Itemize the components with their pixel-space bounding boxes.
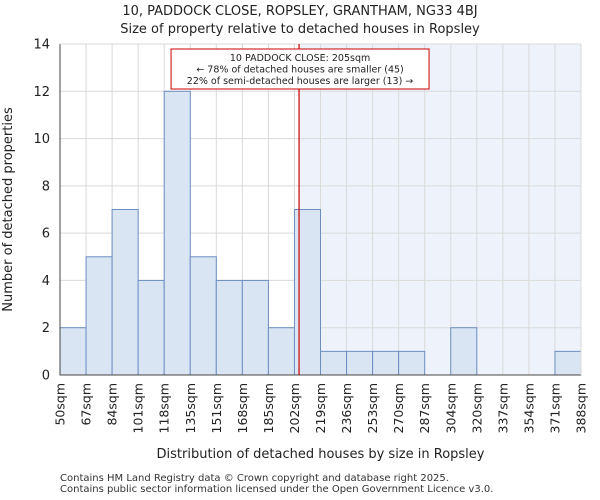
- bar: [59, 327, 87, 376]
- bar: [111, 209, 139, 376]
- bar: [189, 256, 217, 376]
- y-tick-labels: 0 2 4 6 8 10 12 14: [33, 38, 50, 384]
- annotation-line-3: 22% of semi-detached houses are larger (…: [187, 76, 414, 87]
- bar: [241, 279, 269, 376]
- x-tick-label: 168sqm: [235, 383, 250, 433]
- x-tick-label: 253sqm: [365, 383, 380, 433]
- bar: [137, 279, 165, 376]
- bar: [293, 209, 322, 376]
- x-tick-label: 101sqm: [131, 383, 146, 433]
- annotation-line-2: ← 78% of detached houses are smaller (45…: [196, 65, 403, 76]
- annotation-line-1: 10 PADDOCK CLOSE: 205sqm: [230, 53, 370, 64]
- x-axis-label: Distribution of detached houses by size …: [157, 447, 485, 462]
- y-tick-label: 0: [42, 369, 50, 384]
- bar: [450, 327, 478, 376]
- bar: [85, 256, 113, 376]
- x-tick-label: 118sqm: [157, 383, 172, 433]
- y-tick-label: 8: [42, 179, 50, 194]
- bar: [163, 90, 191, 376]
- x-tick-label: 337sqm: [495, 383, 510, 433]
- x-tick-label: 236sqm: [339, 383, 354, 433]
- bar: [554, 350, 582, 376]
- x-tick-label: 270sqm: [391, 383, 406, 433]
- bar: [346, 350, 374, 376]
- footer: Contains HM Land Registry data © Crown c…: [60, 473, 493, 495]
- x-tick-label: 371sqm: [547, 383, 562, 433]
- x-tick-label: 151sqm: [209, 383, 224, 433]
- x-tick-label: 388sqm: [574, 383, 589, 433]
- y-axis-label: Number of detached properties: [1, 107, 16, 312]
- y-tick-label: 4: [42, 274, 50, 289]
- y-tick-label: 12: [33, 85, 50, 100]
- x-tick-label: 84sqm: [105, 383, 120, 426]
- y-tick-label: 6: [42, 227, 50, 242]
- y-tick-label: 14: [33, 38, 50, 53]
- y-tick-label: 2: [42, 321, 50, 336]
- x-tick-label: 202sqm: [287, 383, 302, 433]
- bar: [215, 279, 243, 376]
- x-tick-labels: 50sqm 67sqm 84sqm 101sqm 118sqm 135sqm 151sqm 1…: [53, 383, 589, 433]
- x-tick-label: 135sqm: [183, 383, 198, 433]
- bars-group: [59, 90, 582, 376]
- x-tick-label: 304sqm: [443, 383, 458, 433]
- chart-title-block: 10, PADDOCK CLOSE, ROPSLEY, GRANTHAM, NG…: [0, 3, 600, 39]
- x-tick-label: 219sqm: [313, 383, 328, 433]
- x-tick-label: 287sqm: [417, 383, 432, 433]
- x-tick-label: 185sqm: [261, 383, 276, 433]
- x-tick-label: 354sqm: [521, 383, 536, 433]
- footer-line-2: Contains public sector information licen…: [60, 484, 494, 495]
- bar: [320, 350, 348, 376]
- x-tick-label: 67sqm: [79, 383, 94, 426]
- annotation-box: [170, 48, 430, 90]
- y-tick-label: 10: [33, 132, 50, 147]
- x-tick-label: 320sqm: [469, 383, 484, 433]
- bar: [267, 327, 295, 376]
- bar: [398, 350, 426, 376]
- bar: [372, 350, 400, 376]
- chart-subtitle: Size of property relative to detached ho…: [120, 22, 480, 37]
- x-tick-label: 50sqm: [53, 383, 68, 426]
- chart-title: 10, PADDOCK CLOSE, ROPSLEY, GRANTHAM, NG…: [122, 4, 478, 19]
- histogram-chart: 0 2 4 6 8 10 12 14 50sqm 67sqm 84sqm 101sqm 118sqm 1…: [1, 38, 589, 463]
- larger-than-property-region: [299, 44, 581, 375]
- footer-line-1: Contains HM Land Registry data © Crown c…: [60, 473, 449, 484]
